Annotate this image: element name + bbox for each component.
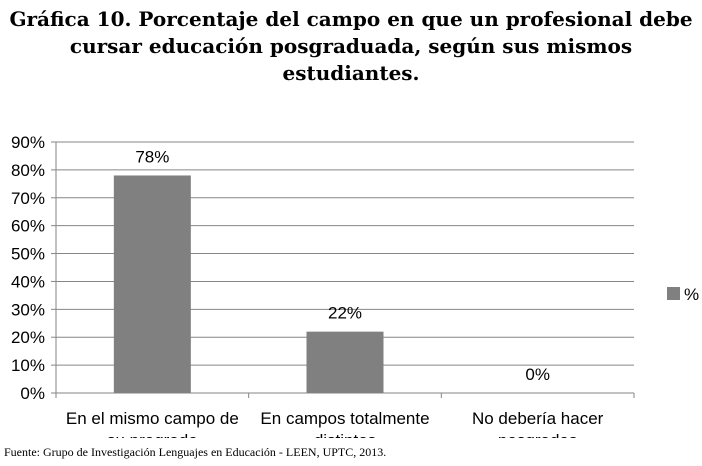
x-tick-label: su pregrado [107,431,198,440]
data-label: 78% [135,147,169,166]
data-label: 22% [328,304,362,323]
y-axis-ticks: 0% 10% 20% 30% 40% 50% 60% 70% 80% 90% [11,133,57,403]
chart-title-line-2: cursar educación posgraduada, según sus … [69,34,633,85]
bar [306,331,384,393]
legend: % [667,285,699,304]
x-tick-label: En campos totalmente [260,409,429,428]
y-tick-label: 0% [20,384,45,403]
y-tick-label: 90% [11,133,45,152]
y-tick-label: 40% [11,272,45,291]
y-tick-label: 80% [11,161,45,180]
x-tick-label: En el mismo campo de [66,409,239,428]
x-tick-label: No debería hacer [472,409,604,428]
y-tick-label: 10% [11,356,45,375]
y-tick-label: 20% [11,328,45,347]
y-tick-label: 60% [11,217,45,236]
legend-label: % [684,285,699,304]
bar-chart: 0% 10% 20% 30% 40% 50% 60% 70% 80% 90% 78% 22% 0% E… [11,133,699,440]
chart-title-line-1: Gráfica 10. Porcentaje del campo en que … [9,7,693,31]
y-tick-label: 30% [11,300,45,319]
data-labels: 78% 22% 0% [135,147,550,384]
bar [113,175,191,393]
y-tick-label: 70% [11,189,45,208]
bars [113,175,384,393]
chart-title: Gráfica 10. Porcentaje del campo en que … [0,6,702,87]
legend-swatch [667,287,680,300]
source-note: Fuente: Grupo de Investigación Lenguajes… [4,445,387,459]
x-tick-label: posgrados [498,431,577,440]
data-label: 0% [525,365,550,384]
y-tick-label: 50% [11,245,45,264]
x-axis-ticks: En el mismo campo de su pregrado En campos… [55,393,635,440]
x-tick-label: distintos [314,431,376,440]
